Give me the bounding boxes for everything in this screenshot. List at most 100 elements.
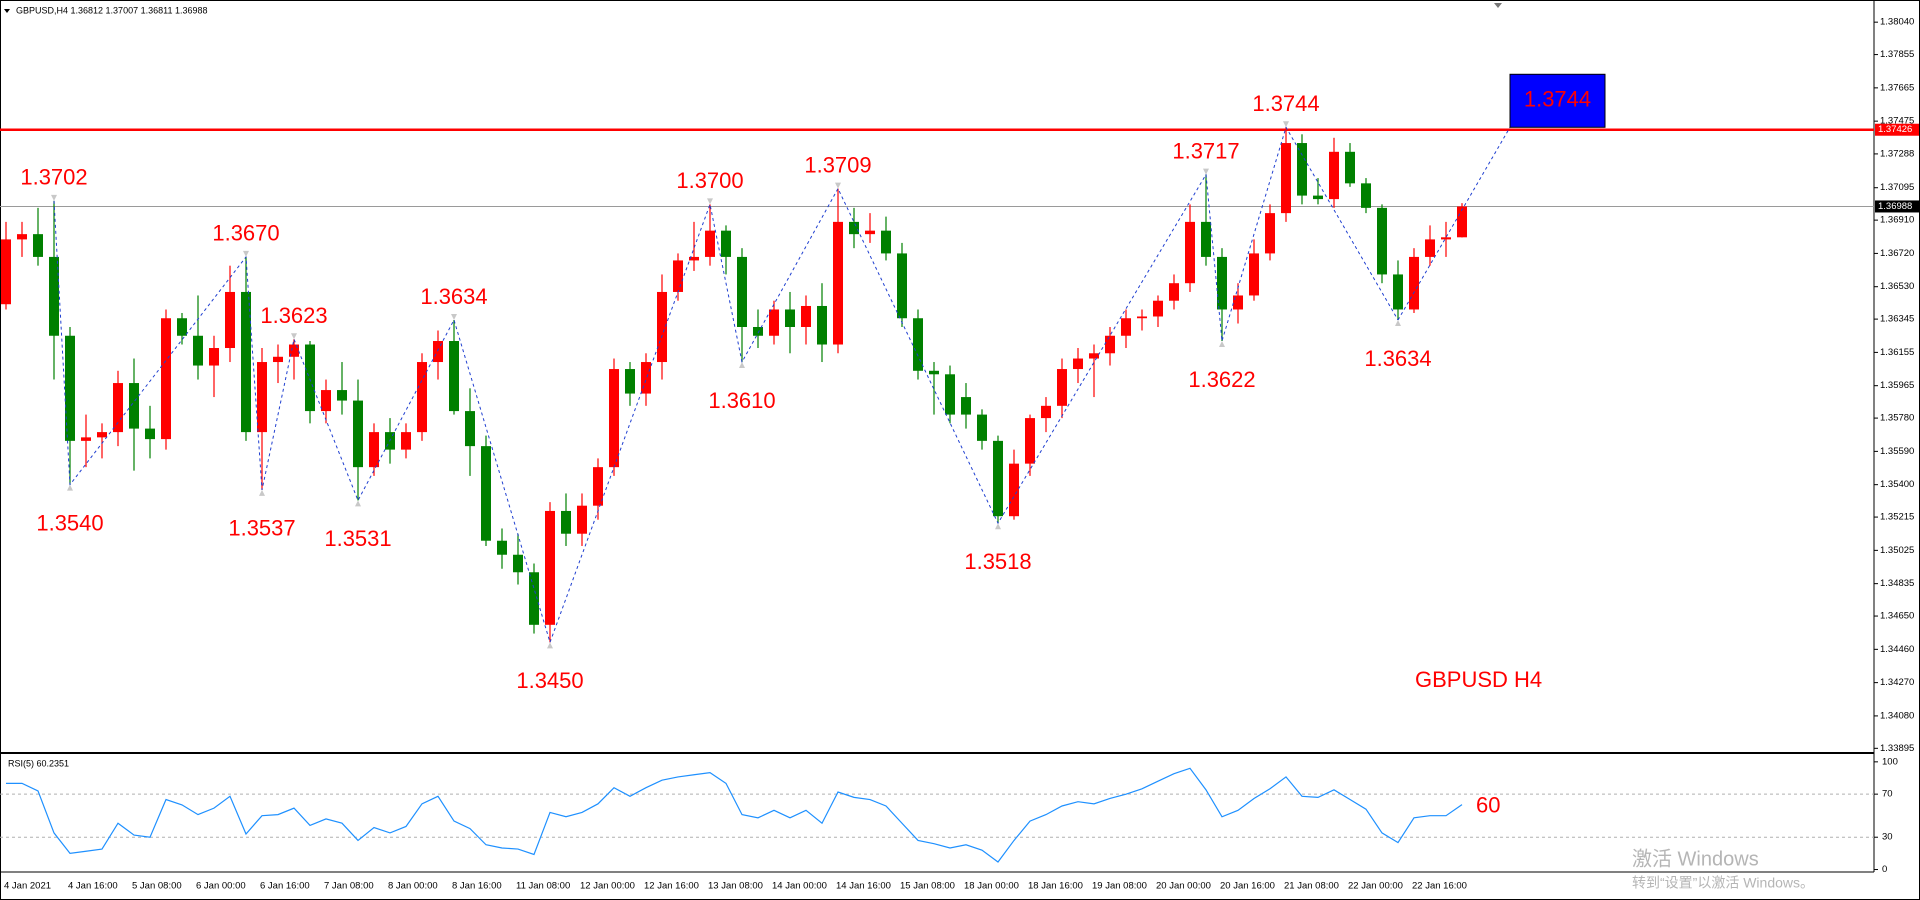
zigzag-label: 1.3531	[324, 526, 391, 551]
zigzag-label: 1.3634	[1364, 346, 1431, 371]
x-tick-label: 18 Jan 16:00	[1028, 881, 1083, 892]
candle-body	[1041, 405, 1051, 419]
candle-body	[961, 397, 971, 415]
x-tick-label: 22 Jan 00:00	[1348, 881, 1403, 892]
candle-body	[689, 256, 699, 261]
rsi-tick-label: 30	[1882, 832, 1893, 843]
pivot-marker	[1283, 121, 1289, 128]
candle-body	[497, 540, 507, 555]
pivot-marker	[547, 642, 553, 649]
candle-body	[897, 253, 907, 319]
candle-body	[1025, 418, 1035, 464]
y-tick-label: 1.35965	[1880, 380, 1914, 391]
candle-body	[929, 370, 939, 375]
x-tick-label: 19 Jan 08:00	[1092, 881, 1147, 892]
candle-body	[865, 230, 875, 235]
candle-body	[65, 335, 75, 441]
x-tick-label: 18 Jan 00:00	[964, 881, 1019, 892]
candle-body	[1169, 283, 1179, 301]
candle-body	[1137, 316, 1147, 319]
pivot-marker	[51, 194, 57, 201]
candle-body	[1441, 237, 1451, 240]
candle-body	[1265, 213, 1275, 254]
y-tick-label: 1.34835	[1880, 578, 1914, 589]
candle-body	[1409, 256, 1419, 310]
candle-body	[1457, 206, 1467, 238]
candle-body	[625, 369, 635, 394]
zigzag-label: 1.3450	[516, 668, 583, 693]
pivot-marker	[1219, 341, 1225, 348]
zigzag-label: 1.3717	[1172, 138, 1239, 163]
candle-body	[1377, 207, 1387, 275]
chart-title: GBPUSD,H4 1.36812 1.37007 1.36811 1.3698…	[16, 5, 207, 15]
y-tick-label: 1.33895	[1880, 743, 1914, 754]
x-tick-label: 15 Jan 08:00	[900, 881, 955, 892]
candle-body	[1105, 335, 1115, 354]
candle-body	[609, 369, 619, 468]
x-tick-label: 6 Jan 16:00	[260, 881, 310, 892]
candle-body	[369, 432, 379, 468]
watermark: 激活 Windows	[1632, 847, 1759, 870]
pivot-marker	[995, 523, 1001, 530]
candle-body	[273, 356, 283, 363]
pivot-marker	[707, 198, 713, 205]
current-price-label: 1.36988	[1878, 201, 1912, 212]
candle-body	[257, 362, 267, 433]
candle-body	[1313, 195, 1323, 200]
rsi-tick-label: 0	[1882, 864, 1887, 875]
zigzag-label: 1.3634	[420, 284, 487, 309]
candle-body	[785, 309, 795, 327]
candle-body	[193, 335, 203, 366]
candle-body	[913, 318, 923, 371]
y-tick-label: 1.34080	[1880, 710, 1914, 721]
y-tick-label: 1.35780	[1880, 413, 1914, 424]
y-tick-label: 1.37855	[1880, 49, 1914, 60]
candle-body	[769, 309, 779, 336]
x-tick-label: 14 Jan 00:00	[772, 881, 827, 892]
x-tick-label: 12 Jan 00:00	[580, 881, 635, 892]
y-tick-label: 1.36910	[1880, 215, 1914, 226]
candle-body	[1185, 221, 1195, 284]
shift-marker	[1494, 3, 1502, 8]
candle-body	[129, 383, 139, 429]
rsi-tick-label: 100	[1882, 756, 1898, 767]
candle-body	[161, 318, 171, 440]
y-tick-label: 1.34650	[1880, 611, 1914, 622]
rsi-tick-label: 70	[1882, 789, 1893, 800]
x-tick-label: 20 Jan 16:00	[1220, 881, 1275, 892]
candle-body	[561, 510, 571, 534]
candle-body	[49, 256, 59, 336]
candle-body	[641, 362, 651, 394]
pivot-marker	[451, 313, 457, 320]
candle-body	[705, 230, 715, 257]
x-tick-label: 22 Jan 16:00	[1412, 881, 1467, 892]
candle-body	[529, 572, 539, 625]
pivot-marker	[739, 362, 745, 369]
y-tick-label: 1.35215	[1880, 512, 1914, 523]
zigzag-label: 1.3537	[228, 516, 295, 541]
y-tick-label: 1.37288	[1880, 148, 1914, 159]
x-tick-label: 4 Jan 16:00	[68, 881, 118, 892]
y-tick-label: 1.35025	[1880, 545, 1914, 556]
candle-body	[945, 374, 955, 415]
y-tick-label: 1.36530	[1880, 281, 1914, 292]
y-tick-label: 1.35590	[1880, 446, 1914, 457]
y-tick-label: 1.37665	[1880, 82, 1914, 93]
zigzag-label: 1.3610	[708, 388, 775, 413]
current-price-box	[1875, 200, 1919, 213]
zigzag-projection	[1397, 127, 1511, 321]
pivot-marker	[259, 489, 265, 496]
rsi-title: RSI(5) 60.2351	[8, 758, 69, 768]
candle-body	[1217, 256, 1227, 310]
zigzag-label: 1.3700	[676, 168, 743, 193]
rsi-end-label: 60	[1476, 792, 1500, 817]
candle-body	[1201, 221, 1211, 257]
candle-body	[241, 291, 251, 433]
candle-body	[1057, 369, 1067, 406]
candle-body	[17, 234, 27, 240]
candle-body	[737, 256, 747, 327]
candle-body	[305, 344, 315, 412]
zigzag-label: 1.3709	[804, 152, 871, 177]
